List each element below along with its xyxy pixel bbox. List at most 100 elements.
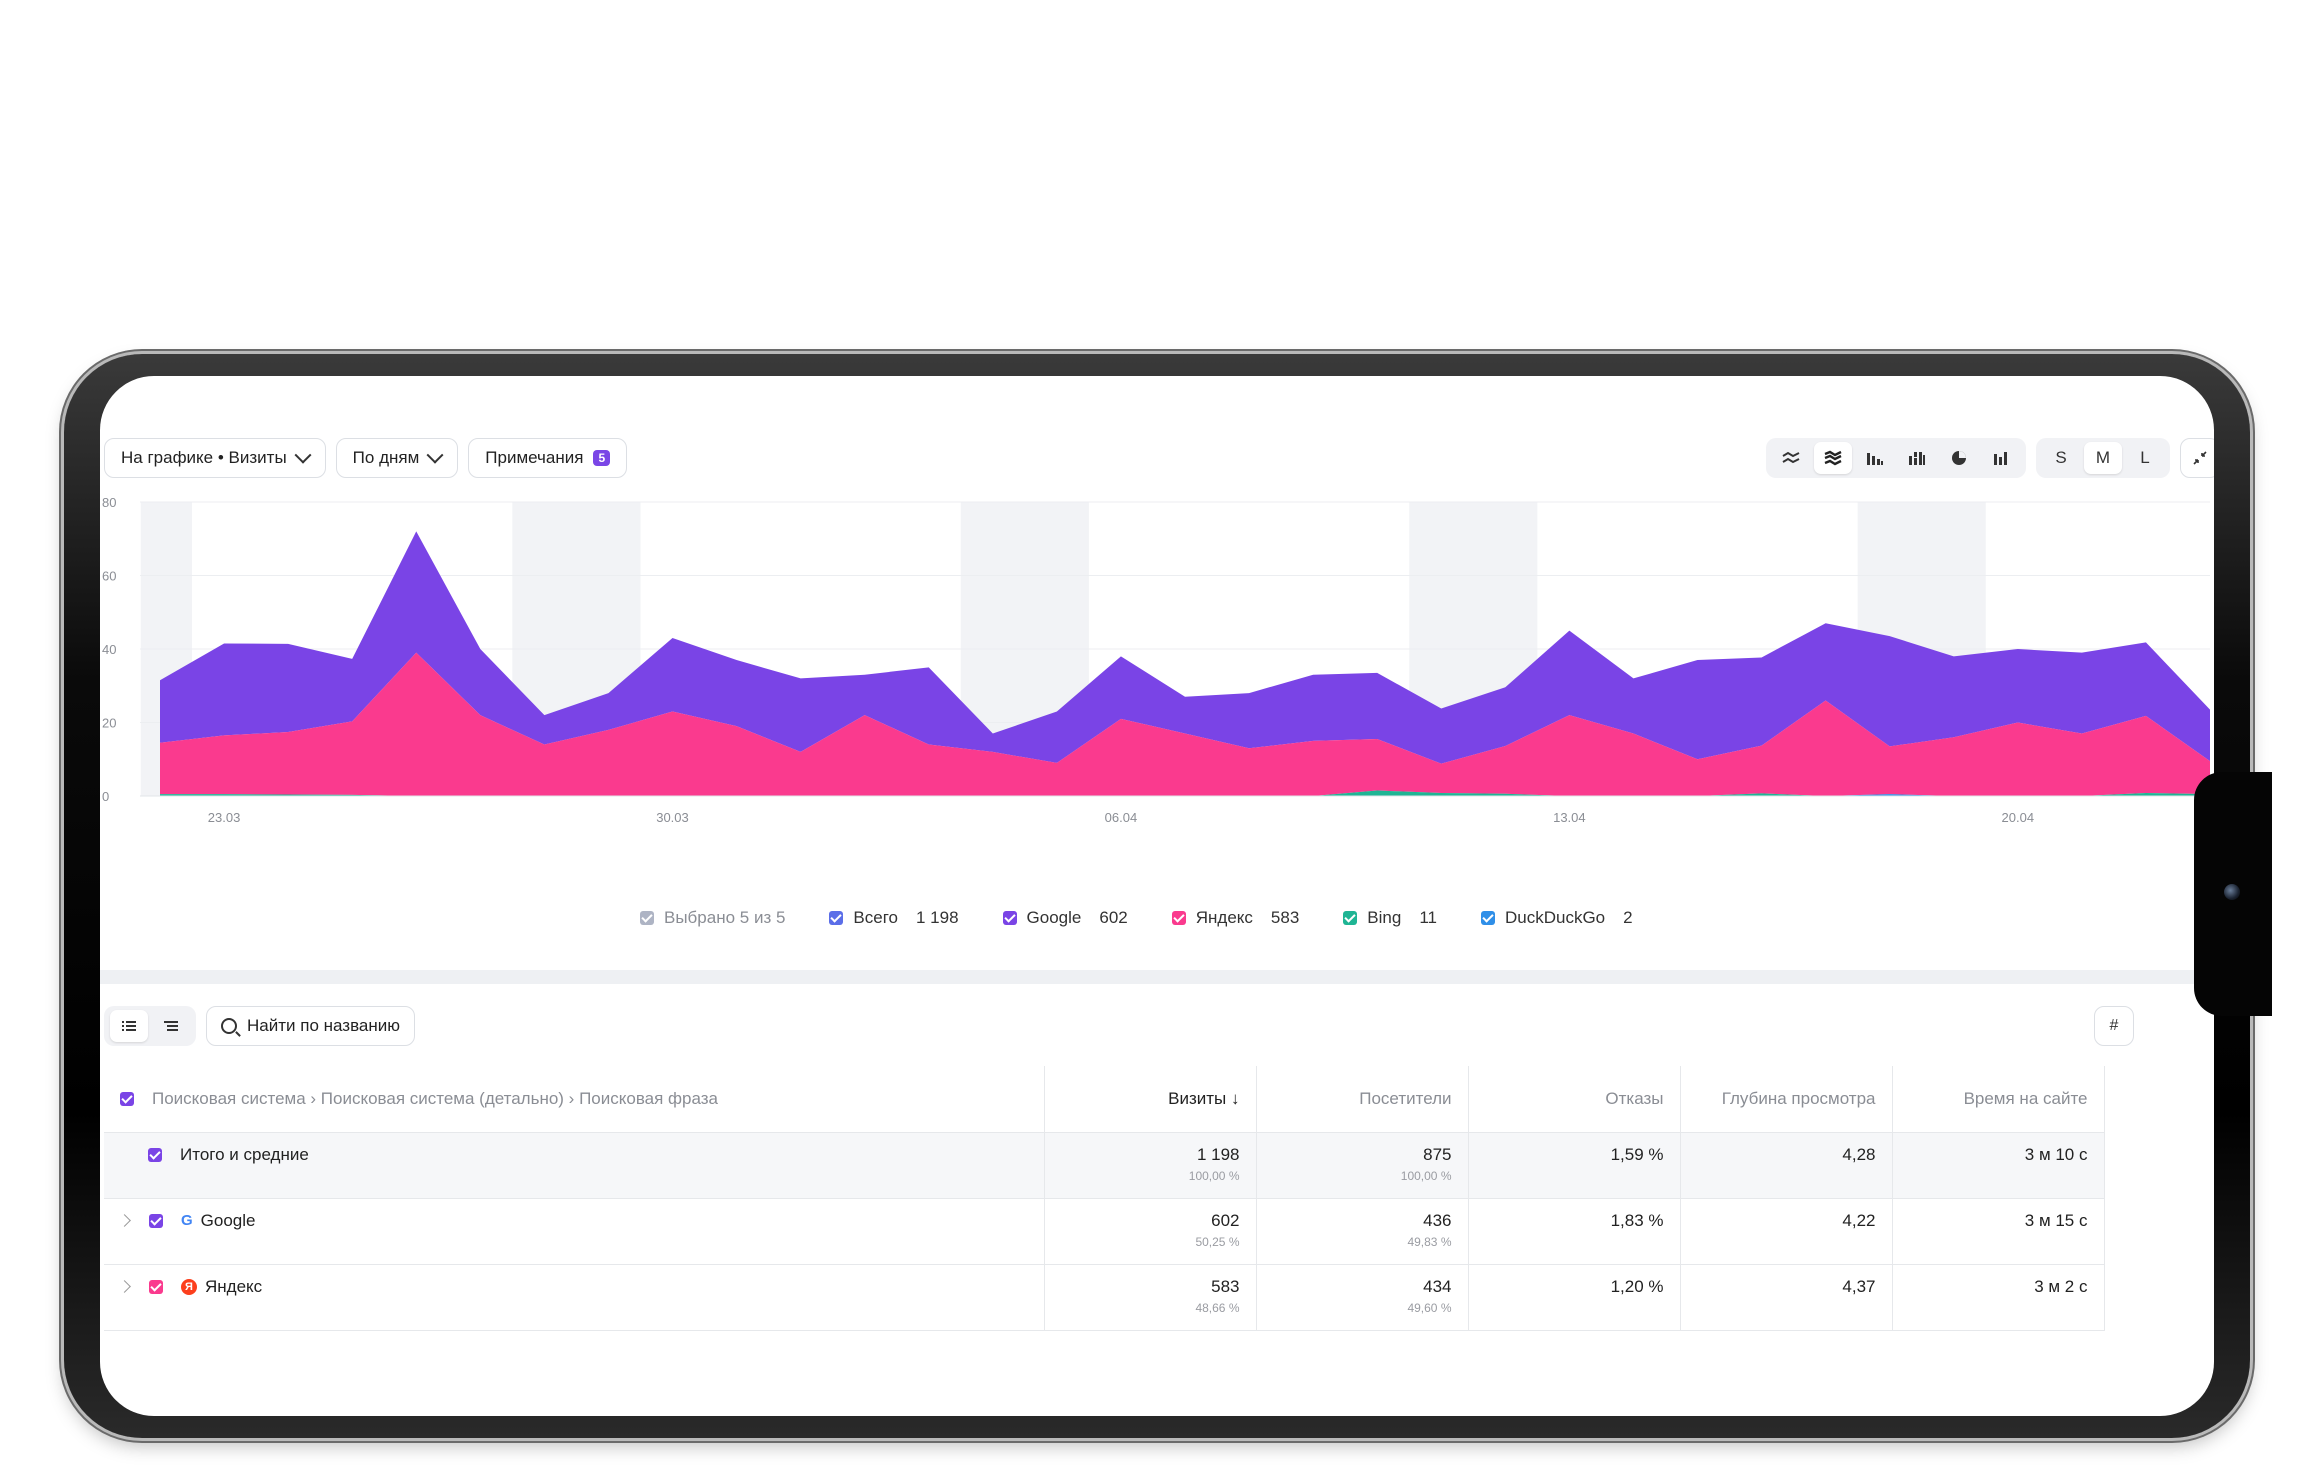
section-divider — [100, 970, 2214, 984]
legend-label: Bing — [1367, 908, 1402, 927]
area-chart-icon[interactable] — [1814, 442, 1852, 474]
legend-item[interactable]: Google 602 — [1002, 908, 1128, 928]
visits-value: 583 — [1211, 1276, 1240, 1296]
table-row[interactable]: Я Яндекс 583 48,66 % 434 49,60 % 1,20 % 4,3… — [104, 1264, 2105, 1331]
tree-list-icon[interactable] — [152, 1010, 190, 1042]
visitors-percent: 49,60 % — [1407, 1300, 1452, 1315]
row-label: Итого и средние — [180, 1144, 309, 1164]
visits-percent: 48,66 % — [1195, 1300, 1240, 1315]
size-m-option[interactable]: M — [2084, 442, 2122, 474]
notes-count-badge: 5 — [593, 450, 611, 466]
app-screen: На графике • Визиты По дням Примечания 5 — [100, 376, 2214, 1416]
table-view-switcher — [104, 1006, 196, 1046]
visits-percent: 100,00 % — [1188, 1168, 1240, 1183]
camera-notch — [2194, 772, 2272, 1016]
checkbox-icon[interactable] — [120, 1091, 134, 1106]
checkbox-icon[interactable] — [149, 1213, 163, 1228]
depth-cell: 4,28 — [1680, 1132, 1893, 1199]
yandex-area — [160, 652, 2210, 796]
table-row-total: Итого и средние 1 198 100,00 % 875 100,00 … — [104, 1132, 2105, 1199]
visits-cell: 1 198 100,00 % — [1044, 1132, 1257, 1199]
search-input[interactable]: Найти по названию — [206, 1006, 415, 1046]
visits-value: 1 198 — [1196, 1144, 1240, 1164]
period-label: По дням — [352, 448, 420, 467]
chevron-down-icon — [294, 446, 312, 464]
checkbox-icon — [640, 911, 654, 925]
notes-label: Примечания — [485, 448, 584, 467]
pie-chart-icon[interactable] — [1940, 442, 1978, 474]
legend-value: 2 — [1623, 908, 1633, 927]
chart-view-toolbar: S M L — [1766, 438, 2214, 478]
bing-area — [160, 790, 2210, 796]
total-label-cell: Итого и средние — [104, 1132, 1045, 1199]
flat-list-icon[interactable] — [110, 1010, 148, 1042]
chart-metric-select[interactable]: На графике • Визиты — [104, 438, 326, 478]
stacked-bar-icon[interactable] — [1898, 442, 1936, 474]
y-tick-label: 60 — [102, 569, 116, 584]
checkbox-icon — [1480, 911, 1495, 925]
size-s-option[interactable]: S — [2055, 448, 2067, 467]
visitors-cell: 875 100,00 % — [1256, 1132, 1469, 1199]
visitors-column-header[interactable]: Посетители — [1256, 1066, 1469, 1133]
search-placeholder: Найти по названию — [247, 1016, 400, 1035]
time-cell: 3 м 15 с — [1892, 1198, 2105, 1265]
bounces-column-header[interactable]: Отказы — [1468, 1066, 1681, 1133]
visitors-percent: 100,00 % — [1400, 1168, 1452, 1183]
legend-label: Всего — [853, 908, 898, 927]
size-switcher: S M L — [2036, 438, 2170, 478]
depth-column-header[interactable]: Глубина просмотра — [1680, 1066, 1893, 1133]
notes-button[interactable]: Примечания 5 — [468, 438, 628, 478]
time-column-header[interactable]: Время на сайте — [1892, 1066, 2105, 1133]
google-logo-icon: G — [181, 1212, 193, 1229]
checkbox-icon[interactable] — [149, 1279, 163, 1294]
visits-value: 602 — [1211, 1210, 1240, 1230]
legend-item[interactable]: Bing 11 — [1343, 908, 1437, 928]
dimension-header-label: Поисковая система › Поисковая система (д… — [152, 1088, 718, 1108]
bounces-cell: 1,20 % — [1468, 1264, 1681, 1331]
table-toolbar: Найти по названию — [104, 1006, 415, 1046]
legend-item[interactable]: DuckDuckGo 2 — [1480, 908, 1633, 928]
dimension-column-header[interactable]: Поисковая система › Поисковая система (д… — [104, 1066, 1045, 1133]
period-select[interactable]: По дням — [335, 438, 459, 478]
time-cell: 3 м 10 с — [1892, 1132, 2105, 1199]
legend-label: DuckDuckGo — [1504, 908, 1606, 927]
line-chart-icon[interactable] — [1772, 442, 1810, 474]
device-frame: На графике • Визиты По дням Примечания 5 — [64, 354, 2272, 1438]
column-chart-icon[interactable] — [1982, 442, 2020, 474]
x-tick-label: 23.03 — [208, 810, 241, 825]
chevron-down-icon — [426, 446, 444, 464]
report-table: Поисковая система › Поисковая система (д… — [104, 1066, 2105, 1331]
chart-legend: Выбрано 5 из 5 Всего 1 198 Google 602 Яндекс… — [640, 908, 1677, 928]
chart-type-switcher — [1766, 438, 2026, 478]
size-l-option[interactable]: L — [2140, 448, 2150, 467]
google-label-cell: G Google — [104, 1198, 1045, 1265]
expand-arrow-icon[interactable] — [118, 1214, 131, 1227]
time-cell: 3 м 2 с — [1892, 1264, 2105, 1331]
expand-arrow-icon[interactable] — [118, 1280, 131, 1293]
x-tick-label: 20.04 — [2002, 810, 2035, 825]
visits-column-header[interactable]: Визиты ↓ — [1044, 1066, 1257, 1133]
bar-chart-icon[interactable] — [1856, 442, 1894, 474]
depth-cell: 4,37 — [1680, 1264, 1893, 1331]
legend-items: Всего 1 198 Google 602 Яндекс 583 Bing 11 DuckDu… — [829, 908, 1676, 928]
legend-item[interactable]: Яндекс 583 — [1171, 908, 1300, 928]
legend-value: 11 — [1419, 908, 1437, 927]
legend-item[interactable]: Всего 1 198 — [829, 908, 959, 928]
row-label: Google — [200, 1210, 256, 1230]
collapse-icon[interactable] — [2180, 438, 2214, 478]
x-tick-label: 13.04 — [1553, 810, 1586, 825]
legend-label: Google — [1026, 908, 1082, 927]
checkbox-icon — [1002, 911, 1017, 925]
search-icon — [221, 1018, 237, 1034]
hash-button[interactable]: # — [2094, 1006, 2134, 1046]
checkbox-icon[interactable] — [148, 1147, 162, 1162]
checkbox-icon — [829, 911, 844, 925]
legend-value: 1 198 — [916, 908, 959, 927]
row-label: Яндекс — [205, 1276, 263, 1296]
legend-selected-count[interactable]: Выбрано 5 из 5 — [640, 908, 785, 928]
x-tick-label: 06.04 — [1105, 810, 1138, 825]
legend-value: 583 — [1270, 908, 1300, 927]
area-chart: 80 60 40 20 0 23.03 30.03 06.04 13.04 20.04 — [102, 496, 2210, 825]
table-row[interactable]: G Google 602 50,25 % 436 49,83 % 1,83 % 4,2… — [104, 1198, 2105, 1265]
google-area — [160, 531, 2210, 764]
